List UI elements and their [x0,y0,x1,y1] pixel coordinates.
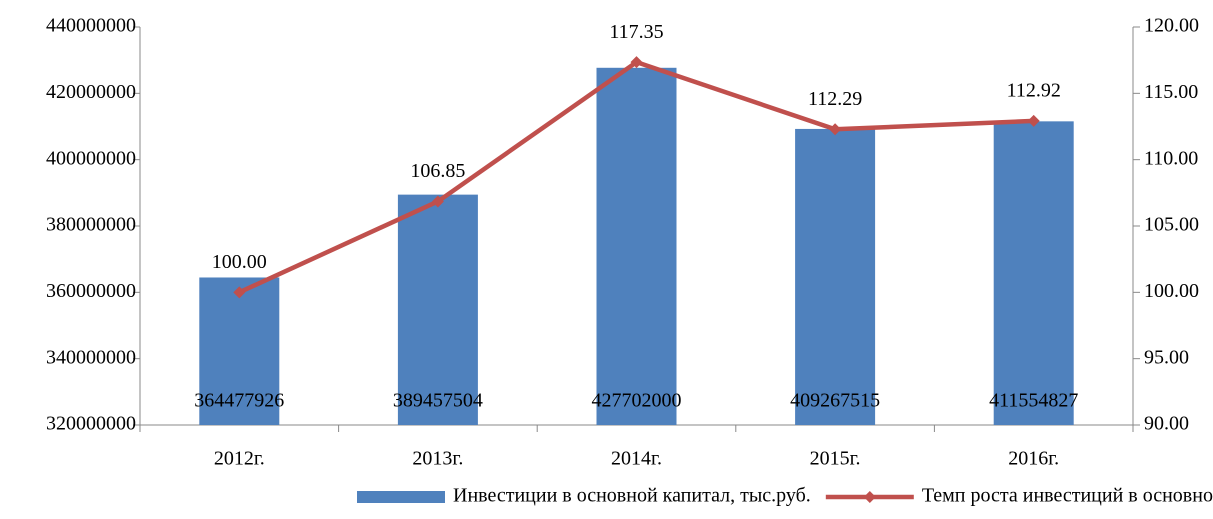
line-marker [1027,114,1040,127]
y-tick-label: 420000000 [46,81,136,103]
legend-label: Инвестиции в основной капитал, тыс.руб. [453,485,811,507]
y-tick-label: 440000000 [46,15,136,37]
y2-tick-label: 95.00 [1144,346,1189,368]
bar [199,277,280,425]
line-value-label: 112.29 [808,88,862,110]
line-value-label: 112.92 [1007,80,1061,102]
legend-label: Темп роста инвестиций в основной капитал… [922,485,1213,507]
y-tick-label: 340000000 [46,346,136,368]
y2-tick-label: 90.00 [1144,413,1189,435]
line-value-label: 106.85 [410,160,465,182]
y2-tick-label: 110.00 [1144,147,1198,169]
y-tick-label: 360000000 [46,280,136,302]
y2-tick-label: 105.00 [1144,214,1199,236]
bar-value-label: 389457504 [393,390,483,412]
x-tick-label: 2013г. [412,448,463,470]
line-marker [233,286,246,299]
y-tick-label: 320000000 [46,413,136,435]
x-tick-label: 2014г. [611,448,662,470]
y-tick-label: 400000000 [46,147,136,169]
y-tick-label: 380000000 [46,214,136,236]
bar-value-label: 364477926 [194,390,284,412]
x-tick-label: 2012г. [214,448,265,470]
legend-marker [863,491,876,503]
bar [596,67,677,426]
bar-value-label: 427702000 [592,390,682,412]
bar [795,128,876,425]
line-marker [829,123,842,136]
line-value-label: 100.00 [212,251,267,273]
line-marker [630,56,643,69]
x-tick-label: 2016г. [1008,448,1059,470]
legend-swatch [357,491,445,503]
x-tick-label: 2015г. [810,448,861,470]
y2-tick-label: 100.00 [1144,280,1199,302]
y2-tick-label: 120.00 [1144,15,1199,37]
bar [993,121,1074,426]
y2-tick-label: 115.00 [1144,81,1198,103]
bar-value-label: 411554827 [989,390,1078,412]
line-value-label: 117.35 [609,21,663,43]
line-marker [431,195,444,208]
bar-value-label: 409267515 [790,390,880,412]
bar [397,194,478,425]
